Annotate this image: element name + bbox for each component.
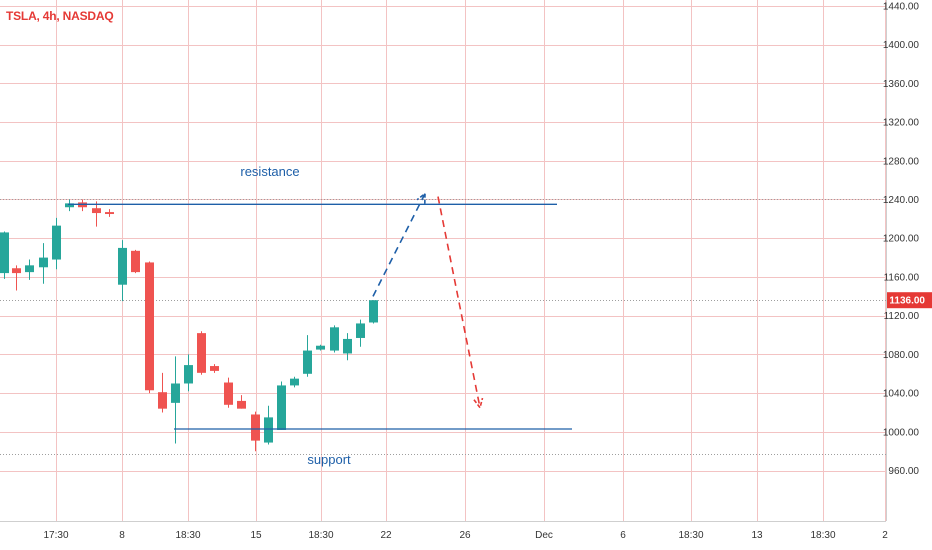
candle-body	[184, 365, 193, 384]
x-tick-label: 17:30	[43, 530, 68, 541]
x-tick-label: 2	[882, 530, 888, 541]
y-tick-label: 1440.00	[883, 1, 920, 12]
candle[interactable]	[145, 261, 154, 394]
y-tick-label: 1120.00	[884, 311, 920, 322]
candle[interactable]	[39, 243, 48, 284]
candle[interactable]	[184, 354, 193, 392]
price-axis[interactable]: 960.00 1000.00 1040.00 1080.00 1120.00 1160.0…	[883, 0, 932, 521]
candle-body	[330, 327, 339, 351]
candle-body	[12, 268, 21, 274]
y-tick-label: 1080.00	[883, 350, 920, 361]
candle-body	[251, 414, 260, 441]
candle-body	[356, 323, 365, 338]
x-tick-label: Dec	[535, 530, 553, 541]
candle-body	[52, 225, 61, 260]
y-tick-label: 1400.00	[883, 40, 920, 51]
support-label: support	[307, 452, 351, 467]
candle[interactable]	[343, 333, 352, 361]
y-tick-label: 1160.00	[884, 272, 920, 283]
candle[interactable]	[330, 325, 339, 353]
candle[interactable]	[356, 319, 365, 347]
candle[interactable]	[264, 405, 273, 445]
candle-body	[145, 262, 154, 391]
x-tick-label: 8	[119, 530, 125, 541]
candle-body	[197, 333, 206, 373]
candle[interactable]	[92, 201, 101, 227]
x-tick-label: 22	[380, 530, 392, 541]
x-tick-label: 26	[459, 530, 471, 541]
forecast-down-arrowhead	[473, 397, 484, 410]
forecast-down-path[interactable]	[437, 196, 481, 408]
symbol-title[interactable]: TSLA, 4h, NASDAQ	[6, 9, 114, 23]
candle-body	[316, 345, 325, 350]
y-tick-label: 1040.00	[883, 389, 920, 400]
candle[interactable]	[290, 376, 299, 388]
y-tick-label: 1200.00	[883, 234, 920, 245]
x-tick-label: 18:30	[678, 530, 703, 541]
candle[interactable]	[118, 240, 127, 302]
candle[interactable]	[316, 344, 325, 351]
x-tick-label: 6	[620, 530, 626, 541]
candles	[0, 199, 378, 452]
y-tick-label: 1280.00	[883, 156, 920, 167]
y-tick-label: 1240.00	[883, 195, 920, 206]
candle[interactable]	[369, 300, 378, 324]
candle-body	[303, 350, 312, 374]
candle-body	[264, 417, 273, 443]
time-axis[interactable]: 17:30 8 18:30 15 18:30 22 26 Dec 6 18:30 13 18:30 2	[0, 521, 888, 542]
candle-body	[290, 378, 299, 386]
candle[interactable]	[65, 199, 74, 212]
candle[interactable]	[158, 372, 167, 413]
resistance-label: resistance	[240, 164, 299, 179]
y-tick-label: 1320.00	[883, 118, 920, 129]
y-tick-label: 1000.00	[883, 427, 920, 438]
candle-body	[39, 257, 48, 268]
candle[interactable]	[251, 411, 260, 452]
candle-body	[369, 300, 378, 323]
candle-body	[171, 383, 180, 403]
candle-body	[210, 366, 219, 371]
candle-body	[105, 212, 114, 215]
candle[interactable]	[12, 265, 21, 291]
candle-body	[343, 338, 352, 354]
candle[interactable]	[303, 335, 312, 377]
candle[interactable]	[277, 381, 286, 430]
candle-body	[237, 400, 246, 409]
forecast-up-arrowhead	[416, 192, 426, 204]
y-tick-label: 960.00	[888, 466, 919, 477]
x-tick-label: 15	[250, 530, 262, 541]
candle-body	[0, 232, 9, 274]
candle[interactable]	[197, 331, 206, 375]
candle-body	[224, 382, 233, 405]
candle-body	[118, 247, 127, 285]
candle[interactable]	[237, 395, 246, 409]
y-tick-label: 1360.00	[883, 79, 920, 90]
candle-body	[65, 203, 74, 208]
candle[interactable]	[52, 217, 61, 270]
candle[interactable]	[105, 209, 114, 217]
current-price-badge-bg	[887, 292, 932, 309]
candle-body	[92, 208, 101, 214]
x-tick-label: 13	[751, 530, 763, 541]
forecast-up-path[interactable]	[372, 193, 426, 297]
current-price-badge: 1136.00	[887, 292, 932, 309]
x-tick-label: 18:30	[810, 530, 835, 541]
candle-body	[277, 385, 286, 430]
candle[interactable]	[171, 356, 180, 444]
candle[interactable]	[224, 377, 233, 408]
candle[interactable]	[131, 249, 140, 274]
x-tick-label: 18:30	[175, 530, 200, 541]
candle[interactable]	[210, 364, 219, 373]
candle-body	[25, 265, 34, 273]
x-tick-label: 18:30	[308, 530, 333, 541]
candle[interactable]	[25, 259, 34, 280]
candle[interactable]	[78, 199, 87, 212]
candle-body	[131, 250, 140, 273]
current-price-label: 1136.00	[889, 296, 925, 307]
candle-body	[158, 392, 167, 409]
candle[interactable]	[0, 231, 9, 279]
